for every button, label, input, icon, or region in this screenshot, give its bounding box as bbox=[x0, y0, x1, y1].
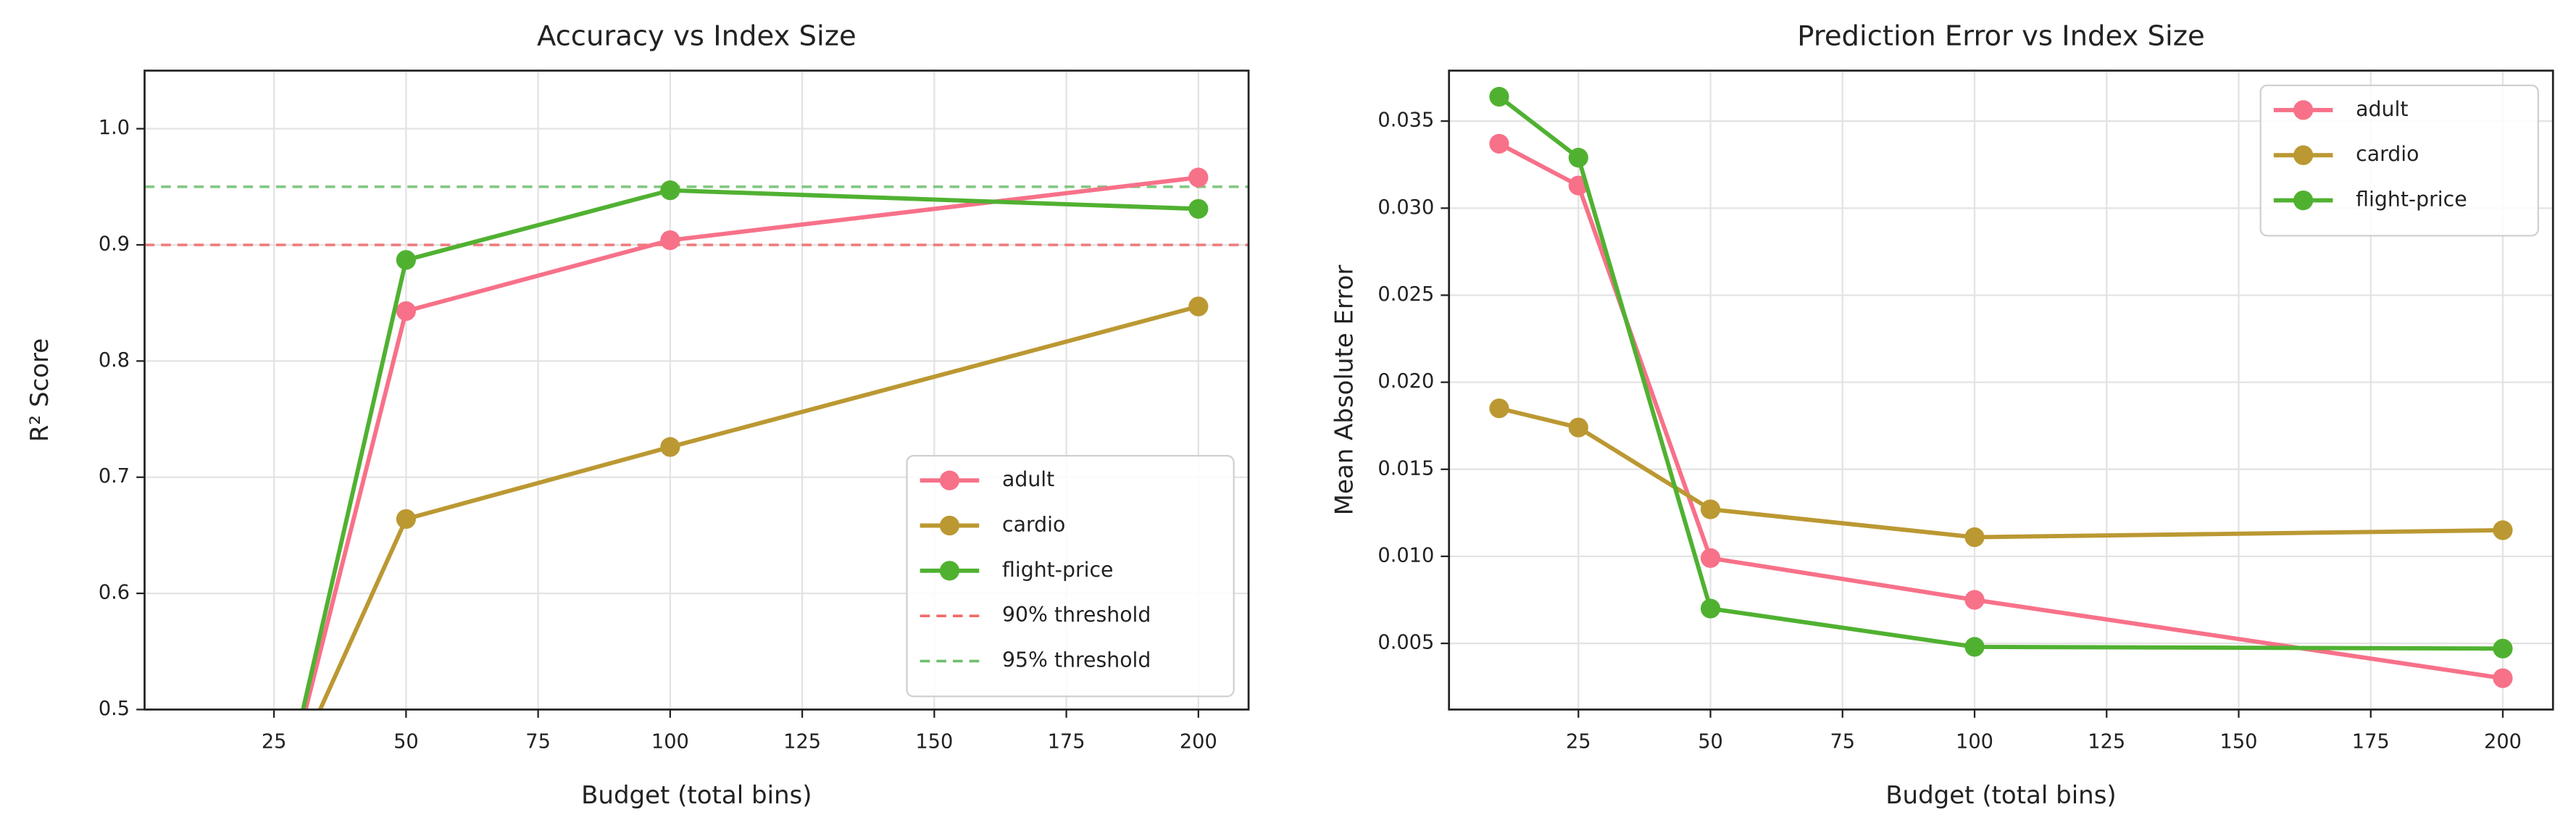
data-point bbox=[660, 180, 680, 201]
data-point bbox=[396, 250, 416, 270]
legend-label: 90% threshold bbox=[1002, 603, 1151, 627]
y-axis-label: Mean Absolute Error bbox=[1330, 265, 1359, 516]
x-tick-label: 50 bbox=[393, 730, 419, 753]
data-point bbox=[396, 509, 416, 530]
x-tick-label: 125 bbox=[783, 730, 821, 753]
x-tick-label: 150 bbox=[915, 730, 953, 753]
chart-title: Accuracy vs Index Size bbox=[537, 20, 856, 53]
x-tick-label: 175 bbox=[2352, 730, 2390, 753]
data-point bbox=[1568, 148, 1588, 168]
data-point bbox=[264, 802, 284, 822]
x-tick-label: 25 bbox=[1566, 730, 1591, 753]
x-axis-label: Budget (total bins) bbox=[1885, 781, 2116, 810]
y-tick-label: 0.010 bbox=[1377, 544, 1434, 567]
data-point bbox=[1188, 167, 1209, 188]
legend-marker bbox=[939, 561, 960, 581]
legend: adult cardio flight-price bbox=[2259, 84, 2539, 237]
legend-label: flight-price bbox=[1002, 558, 1113, 582]
y-tick-label: 0.030 bbox=[1377, 196, 1434, 219]
data-point bbox=[1489, 86, 1509, 107]
legend-label: cardio bbox=[2356, 142, 2419, 166]
legend-label: cardio bbox=[1002, 513, 1065, 537]
x-tick-label: 100 bbox=[1956, 730, 1993, 753]
x-tick-label: 125 bbox=[2088, 730, 2125, 753]
data-point bbox=[2493, 638, 2513, 659]
data-point bbox=[1700, 548, 1721, 568]
subplot: 25 50 75 100 125 150 175 200 0.005 0.010 0.015 0.02… bbox=[1330, 20, 2554, 810]
data-point bbox=[1964, 590, 1985, 610]
x-tick-label: 100 bbox=[651, 730, 689, 753]
x-tick-label: 25 bbox=[262, 730, 287, 753]
data-point bbox=[1964, 527, 1985, 548]
data-point bbox=[660, 437, 680, 457]
data-point bbox=[2493, 668, 2513, 688]
y-tick-label: 0.025 bbox=[1377, 283, 1434, 306]
y-tick-label: 0.005 bbox=[1377, 632, 1434, 654]
y-tick-label: 0.020 bbox=[1377, 370, 1434, 393]
legend-label: flight-price bbox=[2356, 188, 2467, 212]
axes-frame bbox=[1448, 70, 2554, 711]
legend-marker bbox=[2293, 100, 2314, 120]
subplot: 25 50 75 100 125 150 175 200 0.5 0.6 0.7 0.8 0.9 1.0 A… bbox=[25, 20, 1250, 836]
data-point bbox=[264, 825, 284, 836]
y-tick-label: 0.9 bbox=[99, 233, 130, 256]
x-tick-label: 175 bbox=[1048, 730, 1085, 753]
y-tick-label: 0.6 bbox=[99, 582, 130, 604]
data-point bbox=[1964, 637, 1985, 657]
legend-box bbox=[2259, 84, 2539, 237]
x-tick-label: 150 bbox=[2220, 730, 2258, 753]
series-line bbox=[1499, 406, 2504, 540]
data-point bbox=[660, 230, 680, 251]
x-tick-label: 75 bbox=[525, 730, 551, 753]
plot-area bbox=[1489, 86, 2513, 688]
chart-title: Prediction Error vs Index Size bbox=[1797, 20, 2204, 53]
data-point bbox=[1188, 296, 1209, 317]
x-axis-label: Budget (total bins) bbox=[581, 781, 812, 810]
data-point bbox=[1489, 133, 1509, 154]
axes-frame bbox=[143, 70, 1250, 711]
y-tick-label: 0.7 bbox=[99, 465, 130, 488]
data-point bbox=[1188, 198, 1209, 219]
y-axis-label: R² Score bbox=[25, 338, 54, 442]
data-point bbox=[1700, 598, 1721, 619]
y-tick-label: 0.015 bbox=[1377, 457, 1434, 480]
legend-label: adult bbox=[1002, 467, 1054, 491]
legend: adult cardio flight-price 90% threshold 95% … bbox=[906, 455, 1235, 698]
y-tick-label: 0.5 bbox=[99, 698, 130, 720]
y-tick-label: 0.8 bbox=[99, 349, 130, 372]
data-point bbox=[264, 827, 284, 836]
plot-area bbox=[144, 167, 1249, 836]
x-tick-label: 75 bbox=[1830, 730, 1855, 753]
data-point bbox=[2493, 520, 2513, 540]
data-point bbox=[396, 301, 416, 322]
x-tick-label: 50 bbox=[1698, 730, 1723, 753]
x-tick-label: 200 bbox=[2484, 730, 2522, 753]
legend-marker bbox=[2293, 145, 2314, 165]
x-tick-label: 200 bbox=[1180, 730, 1217, 753]
legend-label: 95% threshold bbox=[1002, 648, 1151, 672]
legend-marker bbox=[939, 470, 960, 490]
legend-box bbox=[906, 455, 1235, 698]
data-point bbox=[1568, 417, 1588, 438]
legend-marker bbox=[939, 515, 960, 536]
y-tick-label: 0.035 bbox=[1377, 109, 1434, 132]
legend-marker bbox=[2293, 190, 2314, 211]
y-tick-label: 1.0 bbox=[99, 117, 130, 139]
legend-label: adult bbox=[2356, 97, 2408, 121]
data-point bbox=[1489, 398, 1509, 419]
data-point bbox=[1700, 499, 1721, 519]
